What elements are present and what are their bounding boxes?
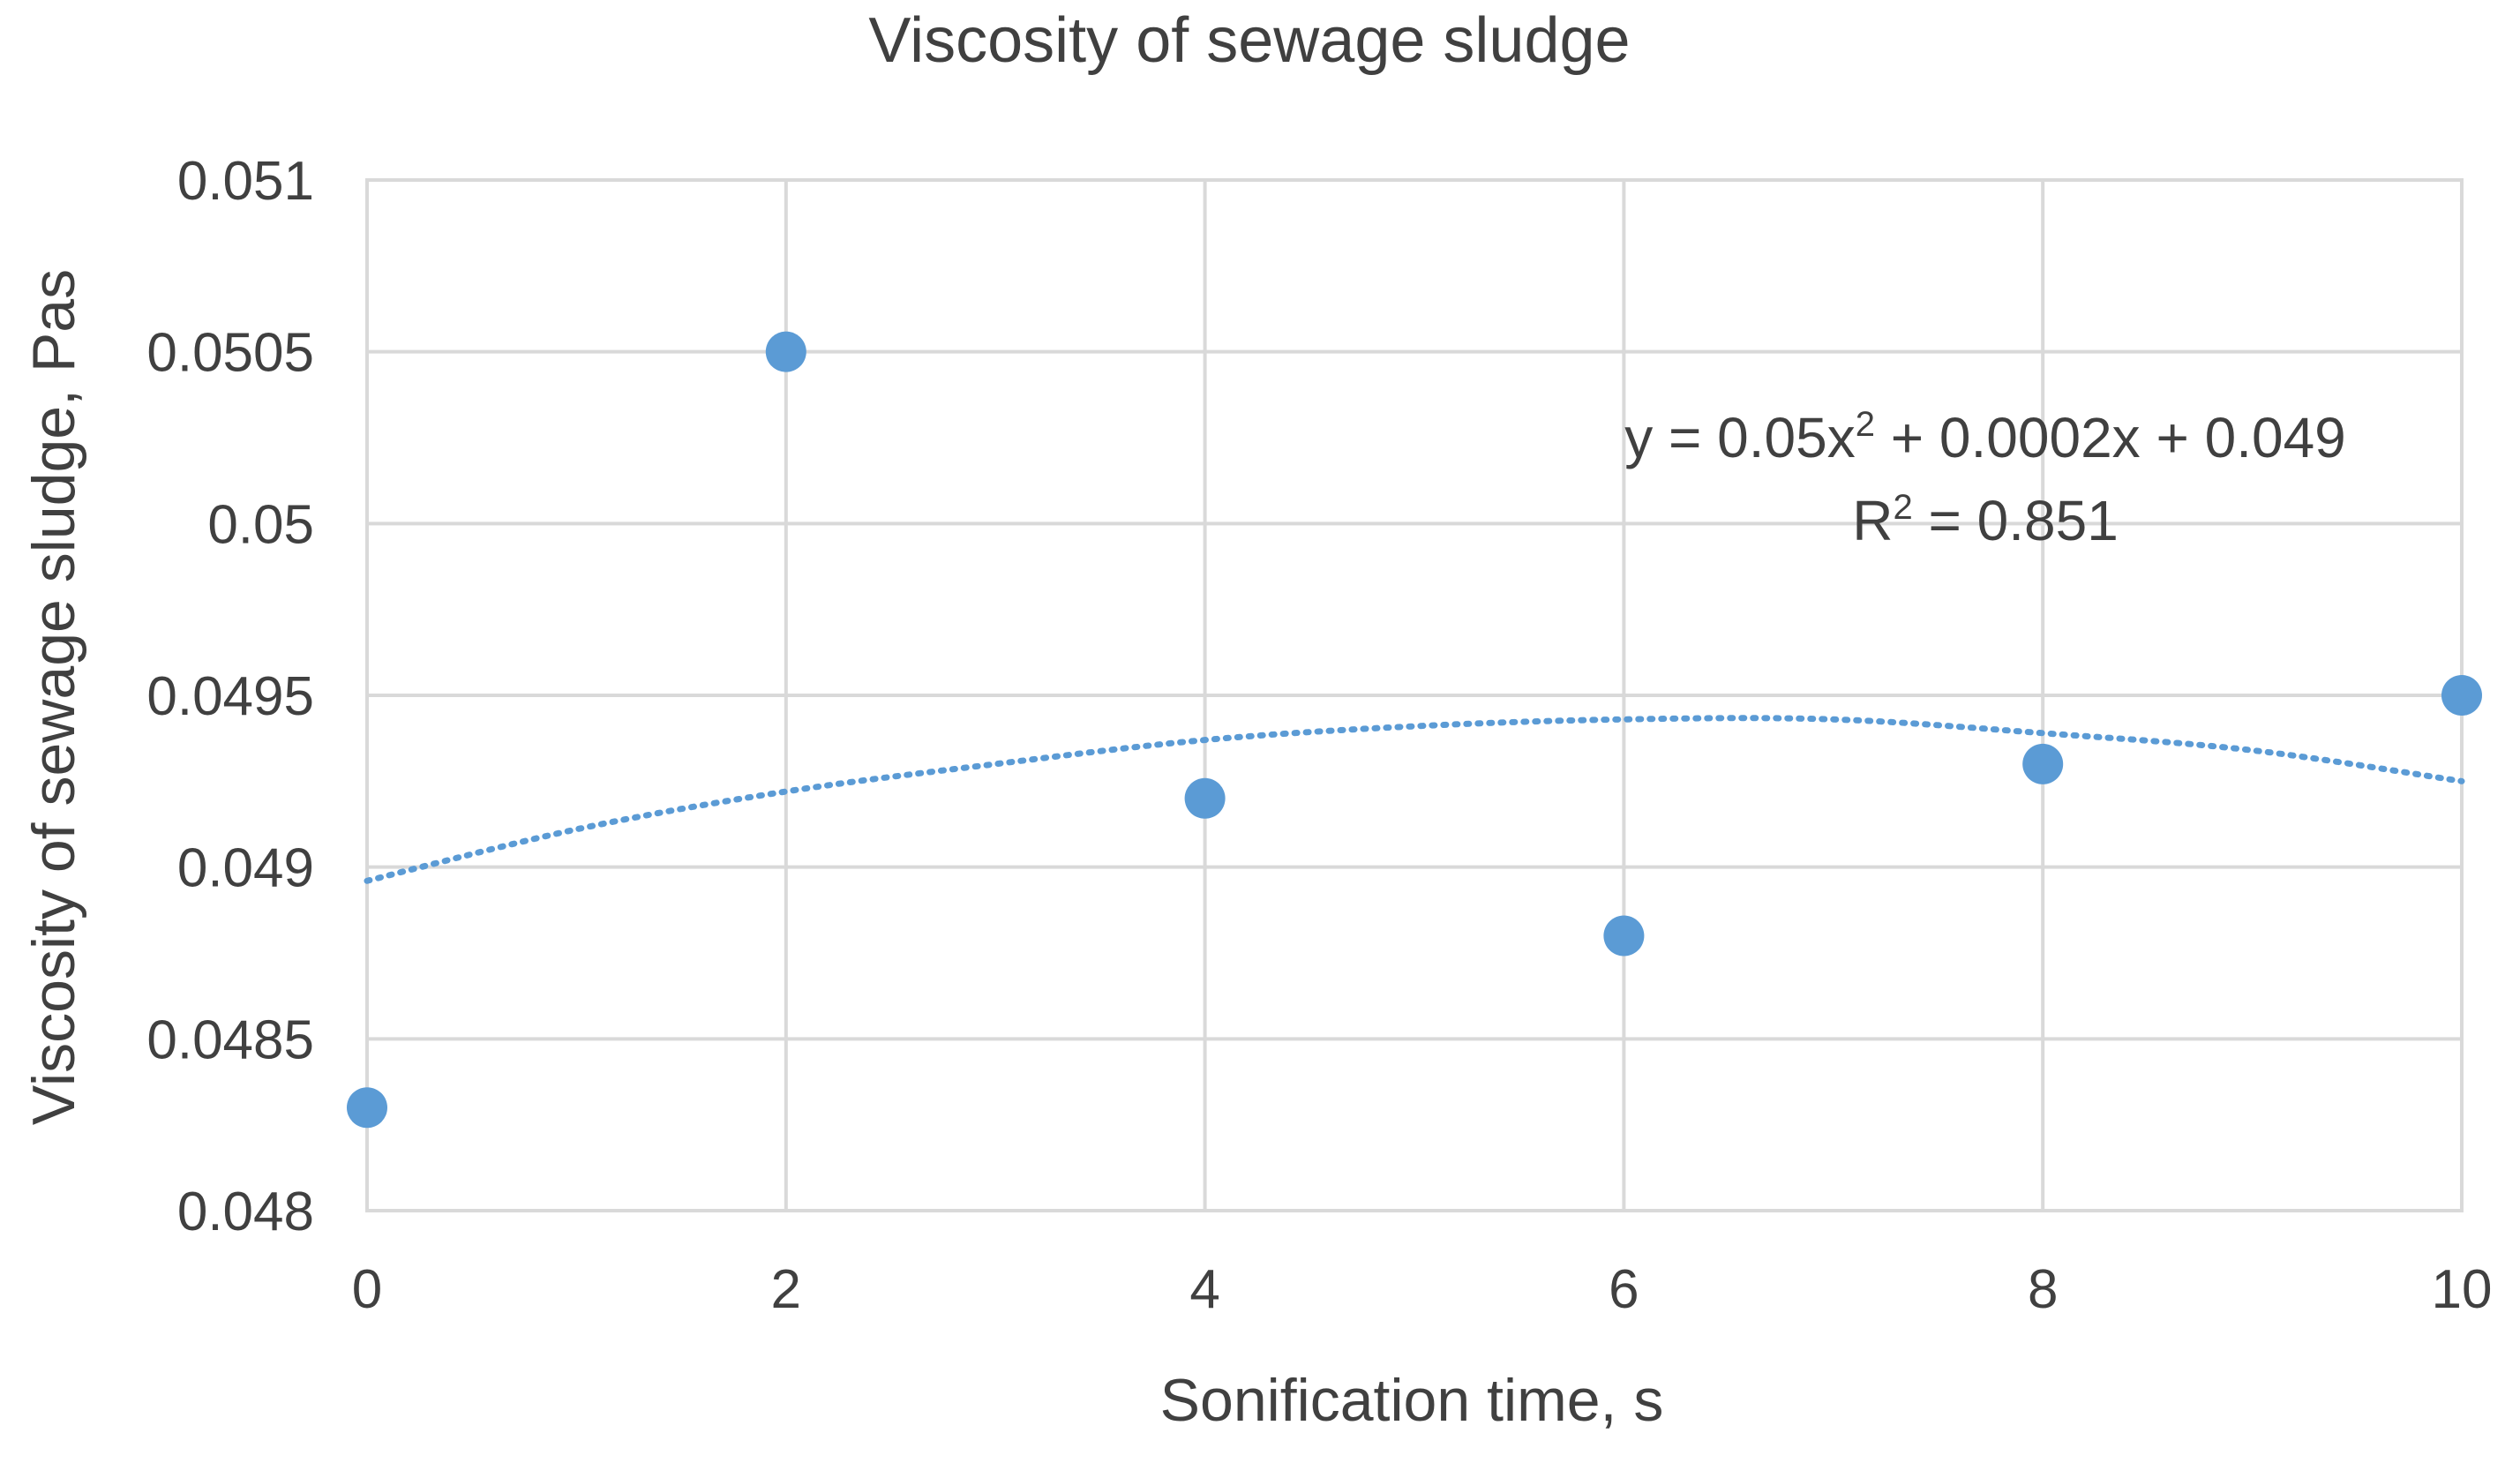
y-tick-label: 0.0495 <box>146 666 314 727</box>
x-tick-label: 6 <box>1609 1259 1639 1320</box>
x-tick-label: 0 <box>352 1259 382 1320</box>
trendline-equation: y = 0.05x2 + 0.0002x + 0.049 <box>1624 405 2346 469</box>
y-tick-label: 0.048 <box>177 1182 314 1242</box>
equation-exponent: 2 <box>1856 405 1875 444</box>
data-point <box>765 331 806 372</box>
r-squared-label: R2 = 0.851 <box>1852 488 2119 552</box>
data-points <box>347 331 2482 1129</box>
x-axis-tick-labels: 0 2 4 6 8 10 <box>352 1259 2493 1320</box>
y-axis-label: Viscosity of sewage sludge, Pas <box>20 269 87 1125</box>
y-axis-tick-labels: 0.048 0.0485 0.049 0.0495 0.05 0.0505 0.051 <box>146 151 314 1242</box>
data-point <box>347 1087 387 1129</box>
data-point <box>1603 915 1645 957</box>
y-tick-label: 0.0485 <box>146 1009 314 1070</box>
y-tick-label: 0.0505 <box>146 323 314 384</box>
x-tick-label: 10 <box>2432 1259 2493 1320</box>
r2-value: = 0.851 <box>1913 489 2119 552</box>
equation-rest: + 0.0002x + 0.049 <box>1875 406 2346 469</box>
x-axis-label: Sonification time, s <box>1160 1367 1664 1434</box>
y-tick-label: 0.051 <box>177 151 314 212</box>
chart-title: Viscosity of sewage sludge <box>868 5 1630 76</box>
gridlines <box>365 178 2464 1212</box>
r2-exponent: 2 <box>1893 488 1912 527</box>
x-tick-label: 8 <box>2028 1259 2058 1320</box>
trendline-polynomial <box>364 715 2465 884</box>
equation-main: y = 0.05x <box>1624 406 1856 469</box>
x-tick-label: 4 <box>1189 1259 1219 1320</box>
y-tick-label: 0.05 <box>207 494 314 555</box>
y-tick-label: 0.049 <box>177 838 314 899</box>
data-point <box>2441 675 2482 716</box>
data-point <box>2022 743 2064 784</box>
x-tick-label: 2 <box>771 1259 801 1320</box>
r2-label: R <box>1852 489 1893 552</box>
data-point <box>1184 777 1226 819</box>
